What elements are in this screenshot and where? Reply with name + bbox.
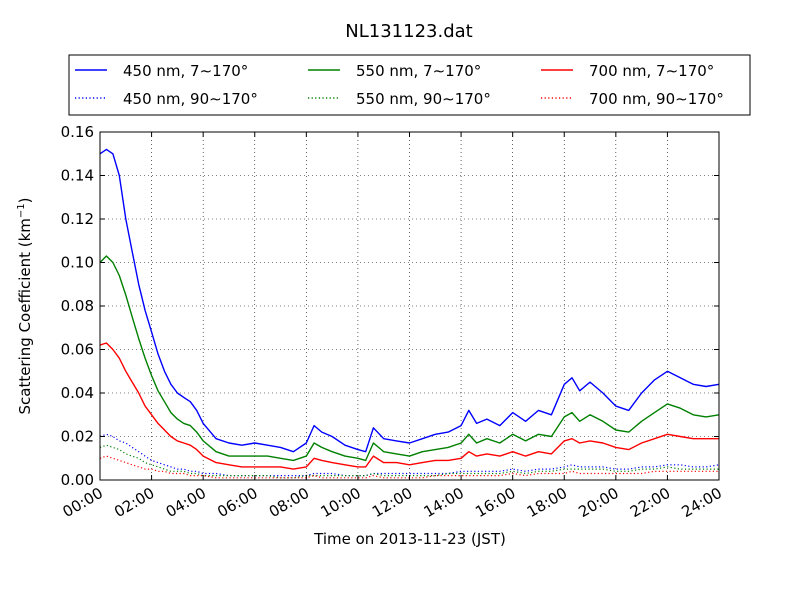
legend-label-1: 450 nm, 7∼170° — [123, 62, 248, 80]
y-tick-label: 0.10 — [61, 254, 94, 272]
x-axis-label: Time on 2013-11-23 (JST) — [313, 530, 506, 548]
chart-title: NL131123.dat — [345, 21, 472, 42]
series-line-6 — [99, 455, 719, 479]
y-axis-label-close: ) — [16, 197, 34, 203]
legend-label-2: 550 nm, 7∼170° — [356, 62, 481, 80]
y-tick-label: 0.14 — [61, 167, 94, 185]
legend-box — [68, 54, 751, 116]
legend-label-4: 450 nm, 90∼170° — [123, 90, 258, 108]
y-tick-label: 0.12 — [61, 210, 94, 228]
series-line-1 — [99, 148, 720, 453]
y-axis-label-main: Scattering Coefficient (km — [16, 218, 34, 414]
series-line-2 — [99, 255, 720, 462]
legend-label-5: 550 nm, 90∼170° — [356, 90, 491, 108]
y-tick-label: 0.16 — [61, 123, 94, 141]
y-tick-label: 0.06 — [61, 341, 94, 359]
legend-label-6: 700 nm, 90∼170° — [589, 90, 724, 108]
legend: 450 nm, 7∼170° 550 nm, 7∼170° 700 nm, 7∼17… — [68, 54, 751, 116]
legend-label-3: 700 nm, 7∼170° — [589, 62, 714, 80]
y-tick-label: 0.08 — [61, 297, 94, 315]
y-tick-label: 0.02 — [61, 428, 94, 446]
y-axis-label-superscript: −1 — [16, 203, 27, 218]
series-line-3 — [99, 342, 719, 470]
y-tick-label: 0.00 — [61, 471, 94, 489]
y-tick-label: 0.04 — [61, 384, 94, 402]
series-line-4 — [99, 433, 720, 477]
series-group — [99, 148, 720, 479]
y-axis-label: Scattering Coefficient (km−1) — [16, 197, 34, 414]
